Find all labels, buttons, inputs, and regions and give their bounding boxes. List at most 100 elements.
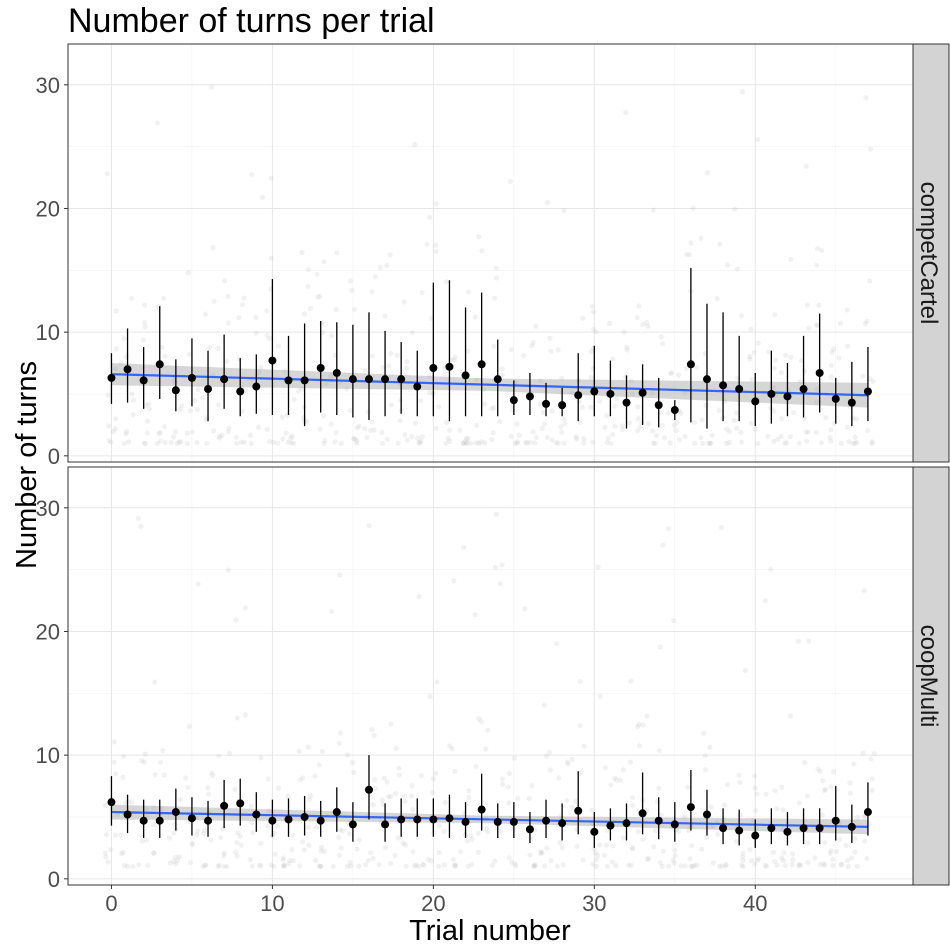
raw-point	[187, 859, 193, 866]
raw-point	[506, 855, 512, 861]
raw-point	[191, 397, 198, 404]
raw-point	[145, 862, 151, 868]
strip-label-competCartel: competCartel	[915, 182, 942, 325]
mean-point	[413, 815, 422, 824]
raw-point	[574, 436, 580, 442]
raw-point	[671, 422, 677, 428]
mean-point	[252, 382, 261, 391]
raw-point	[171, 858, 177, 864]
raw-point	[755, 440, 761, 446]
raw-point	[226, 425, 232, 431]
raw-point	[247, 432, 254, 438]
mean-point	[799, 385, 808, 394]
raw-point	[314, 271, 320, 277]
raw-point	[370, 855, 376, 861]
raw-point	[234, 715, 240, 721]
raw-point	[677, 437, 683, 443]
raw-point	[420, 861, 426, 867]
raw-point	[215, 345, 221, 351]
raw-point	[838, 861, 845, 867]
raw-point	[748, 857, 755, 864]
raw-point	[626, 420, 632, 426]
raw-point	[337, 572, 343, 578]
raw-point	[511, 861, 518, 867]
raw-point	[337, 730, 344, 736]
raw-point	[693, 364, 699, 370]
raw-point	[479, 248, 485, 254]
raw-point	[814, 262, 820, 268]
raw-point	[122, 862, 128, 869]
raw-point	[403, 365, 410, 371]
mean-point	[493, 817, 502, 826]
mean-point	[348, 375, 357, 384]
raw-point	[205, 785, 211, 791]
raw-point	[464, 440, 470, 446]
raw-point	[689, 863, 696, 870]
raw-point	[239, 301, 246, 308]
raw-point	[851, 761, 857, 767]
raw-point	[864, 855, 870, 862]
raw-point	[543, 753, 550, 759]
raw-point	[452, 354, 458, 360]
raw-point	[382, 845, 389, 851]
raw-point	[581, 440, 587, 446]
raw-point	[150, 822, 157, 828]
raw-point	[433, 248, 439, 255]
raw-point	[465, 289, 472, 295]
raw-point	[318, 848, 324, 854]
raw-point	[837, 320, 844, 326]
raw-point	[234, 839, 240, 846]
raw-point	[596, 398, 603, 404]
raw-point	[500, 781, 506, 787]
x-tick-label: 30	[582, 891, 606, 916]
raw-point	[775, 436, 781, 442]
raw-point	[369, 418, 375, 425]
raw-point	[530, 339, 536, 346]
raw-point	[119, 850, 125, 857]
raw-point	[860, 750, 866, 756]
raw-point	[171, 830, 177, 836]
raw-point	[418, 438, 424, 445]
raw-point	[544, 434, 551, 440]
raw-point	[138, 523, 144, 529]
raw-point	[315, 294, 321, 300]
raw-point	[369, 727, 375, 733]
raw-point	[275, 440, 281, 446]
raw-point	[301, 311, 307, 317]
raw-point	[476, 440, 482, 446]
raw-point	[636, 743, 643, 749]
raw-point	[590, 861, 596, 867]
mean-point	[139, 376, 148, 385]
raw-point	[601, 852, 608, 859]
raw-point	[411, 863, 418, 869]
raw-point	[225, 320, 231, 326]
raw-point	[576, 398, 582, 405]
raw-point	[151, 805, 157, 811]
raw-point	[529, 783, 535, 789]
raw-point	[412, 141, 418, 148]
raw-point	[669, 370, 675, 376]
raw-point	[533, 434, 539, 441]
raw-point	[296, 748, 302, 754]
raw-point	[338, 440, 344, 447]
raw-point	[754, 857, 761, 863]
raw-point	[409, 433, 415, 440]
raw-point	[452, 863, 458, 869]
raw-point	[827, 850, 833, 856]
raw-point	[363, 862, 369, 868]
raw-point	[451, 357, 457, 363]
raw-point	[275, 785, 281, 791]
raw-point	[715, 831, 721, 837]
raw-point	[126, 439, 132, 445]
raw-point	[476, 716, 482, 722]
raw-point	[173, 861, 179, 867]
raw-point	[332, 439, 338, 445]
raw-point	[681, 814, 688, 820]
mean-point	[767, 824, 776, 833]
raw-point	[123, 431, 129, 437]
raw-point	[369, 289, 375, 295]
raw-point	[141, 440, 147, 447]
raw-point	[216, 435, 222, 441]
raw-point	[612, 775, 618, 781]
raw-point	[762, 598, 768, 604]
